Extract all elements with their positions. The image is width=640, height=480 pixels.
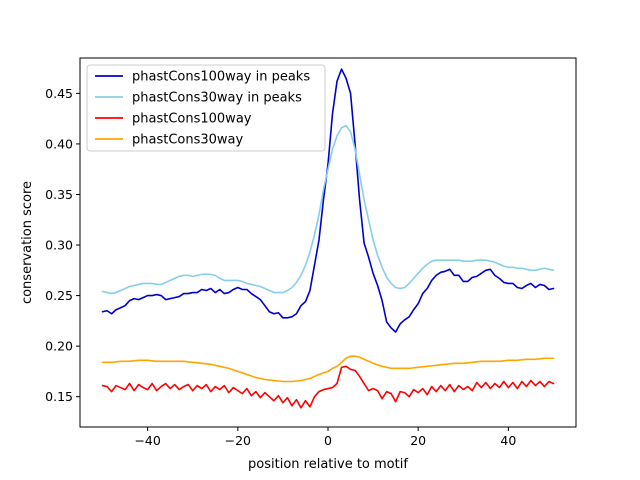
- legend: phastCons100way in peaks phastCons30way i…: [86, 64, 326, 152]
- series-line-1: [101, 124, 555, 295]
- legend-label: phastCons100way in peaks: [132, 70, 310, 85]
- x-tick-label: −40: [134, 433, 160, 448]
- series-line-0: [101, 68, 555, 333]
- y-tick-label: 0.40: [45, 136, 73, 151]
- x-tick-label: 40: [500, 433, 516, 448]
- legend-box: [86, 64, 326, 152]
- y-tick-label: 0.15: [45, 389, 73, 404]
- x-axis: −40 −20 0 20 40: [134, 427, 516, 448]
- y-tick-label: 0.25: [45, 288, 73, 303]
- plot-lines: [101, 68, 555, 409]
- legend-label: phastCons30way: [132, 133, 244, 148]
- x-tick-label: 20: [410, 433, 426, 448]
- y-tick-label: 0.35: [45, 187, 73, 202]
- series-line-3: [101, 355, 555, 383]
- x-tick-label: 0: [324, 433, 332, 448]
- y-tick-label: 0.20: [45, 339, 73, 354]
- y-tick-label: 0.45: [45, 86, 73, 101]
- legend-label: phastCons100way: [132, 112, 252, 127]
- legend-label: phastCons30way in peaks: [132, 91, 302, 106]
- y-axis-label: conservation score: [20, 181, 35, 304]
- x-axis-label: position relative to motif: [248, 457, 408, 472]
- y-tick-label: 0.30: [45, 238, 73, 253]
- x-tick-label: −20: [225, 433, 251, 448]
- y-axis: 0.15 0.20 0.25 0.30 0.35 0.40 0.45: [45, 86, 80, 404]
- series-line-2: [101, 365, 555, 409]
